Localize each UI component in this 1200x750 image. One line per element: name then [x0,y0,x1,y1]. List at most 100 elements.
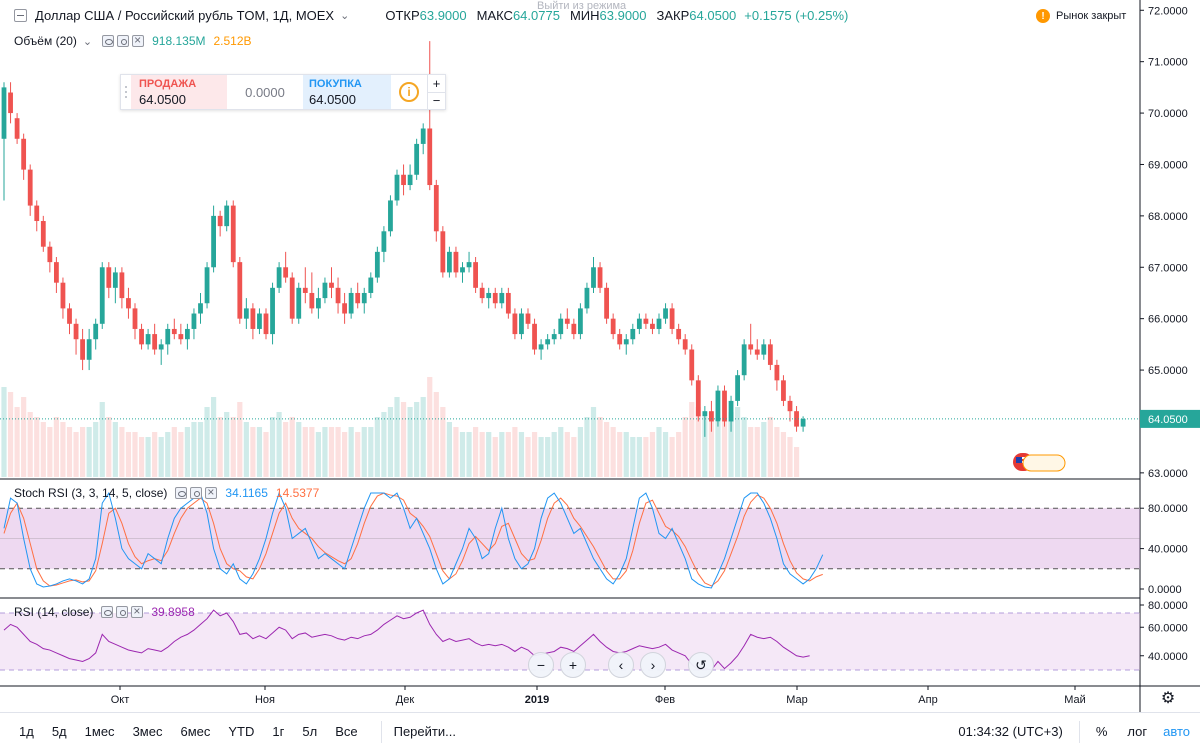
candle [302,287,308,293]
range-button[interactable]: 3мес [132,724,163,739]
candle [538,344,544,350]
volume-bar [309,427,315,477]
low-label: МИН [569,8,600,23]
symbol-title[interactable]: Доллар США / Российский рубль TOM, 1Д, M… [35,8,335,23]
scroll-left-button[interactable]: ‹ [608,652,634,678]
goto-button[interactable]: Перейти... [393,724,456,739]
volume-bar [735,407,741,477]
open-value: 63.9000 [419,8,467,23]
candle [519,313,524,335]
exit-mode-hint[interactable]: Выйти из режима [537,0,627,12]
scroll-right-button[interactable]: › [640,652,666,678]
zoom-in-button[interactable]: + [560,652,586,678]
clock[interactable]: 01:34:32 (UTC+3) [958,724,1063,739]
volume-bar [34,417,40,477]
drag-handle[interactable] [121,75,131,109]
candle [761,344,767,355]
volume-bar [197,422,204,477]
candle [447,251,452,273]
main-legend: Доллар США / Российский рубль TOM, 1Д, M… [14,8,856,23]
volume-bar [597,417,603,477]
buy-button[interactable]: ПОКУПКА 64.0500 [303,75,391,109]
range-button[interactable]: 1г [272,724,285,739]
auto-toggle[interactable]: авто [1163,724,1190,739]
close-icon[interactable] [132,33,145,47]
volume-bar [328,427,335,477]
candle [276,267,282,288]
stoch-d-line [3,492,823,587]
range-button[interactable]: 1д [19,724,34,739]
rsi-value: 39.8958 [151,605,195,619]
candle [460,267,465,273]
volume-bar [440,407,446,477]
candle [60,282,66,309]
gear-icon[interactable]: ⚙ [1160,690,1176,707]
volume-bar [407,407,413,477]
candle [217,215,223,227]
range-button[interactable]: YTD [228,724,255,739]
candle [329,282,334,288]
volume-bar [361,427,367,477]
collapse-icon[interactable] [14,9,27,22]
eye-icon[interactable] [101,606,114,618]
volume-bar [112,422,118,477]
gear-icon[interactable] [190,487,203,499]
volume-bar [604,422,610,477]
stoch-tick-label: 0.0000 [1148,584,1182,596]
close-icon[interactable] [131,604,144,618]
gear-icon[interactable] [116,606,129,618]
volume-bar [473,427,479,477]
zoom-out-button[interactable]: − [528,652,554,678]
candle [99,267,105,324]
buy-price: 64.0500 [309,92,356,107]
volume-bar [630,437,636,477]
percent-toggle[interactable]: % [1095,724,1108,739]
price-tick-label: 68.0000 [1148,211,1188,223]
time-tick-label: Ноя [255,694,275,706]
range-button[interactable]: 6мес [180,724,211,739]
candle [676,328,682,340]
rsi-title[interactable]: RSI (14, close) [14,605,94,619]
log-toggle[interactable]: лог [1127,724,1148,739]
sell-button[interactable]: ПРОДАЖА 64.0500 [131,75,227,109]
eye-icon[interactable] [175,487,188,499]
quantity-stepper: + − [427,75,445,109]
minus-button[interactable]: − [428,91,445,110]
range-button[interactable]: 5л [302,724,318,739]
plus-button[interactable]: + [432,75,441,91]
gear-icon[interactable] [117,35,130,47]
candle [322,282,328,299]
candle [669,308,675,329]
range-button[interactable]: 5д [51,724,67,739]
candle [40,221,46,247]
candle [309,292,315,309]
range-button[interactable]: 1мес [84,724,115,739]
candle [368,277,374,293]
volume-bar [14,407,20,477]
candle [152,334,158,350]
volume-bar [335,427,341,477]
candle [578,308,583,335]
stoch-title[interactable]: Stoch RSI (3, 3, 14, 5, close) [14,486,168,500]
range-button[interactable]: Все [335,724,358,739]
volume-bar [525,437,531,477]
market-status[interactable]: ! Рынок закрыт [1036,9,1126,23]
candle [492,292,498,304]
volume-bar [47,427,53,477]
volume-bar [505,432,511,477]
volume-bar [132,432,138,477]
volume-bar [53,417,59,477]
close-icon[interactable] [205,485,218,499]
chevron-down-icon[interactable]: ⌄ [82,35,93,48]
chevron-down-icon[interactable]: ⌄ [340,10,350,22]
candle [139,328,144,345]
reset-button[interactable]: ↺ [688,652,714,678]
close-label: ЗАКР [656,8,690,23]
chart-canvas[interactable]: 72.0000 71.0000 70.0000 69.0000 68.0000 67.00… [0,0,1200,712]
volume-title[interactable]: Объём (20) [14,34,77,48]
volume-bar [584,417,590,477]
volume-bar [479,432,485,477]
eye-icon[interactable] [102,35,115,47]
candle [54,262,59,283]
info-button[interactable]: i [391,75,427,109]
